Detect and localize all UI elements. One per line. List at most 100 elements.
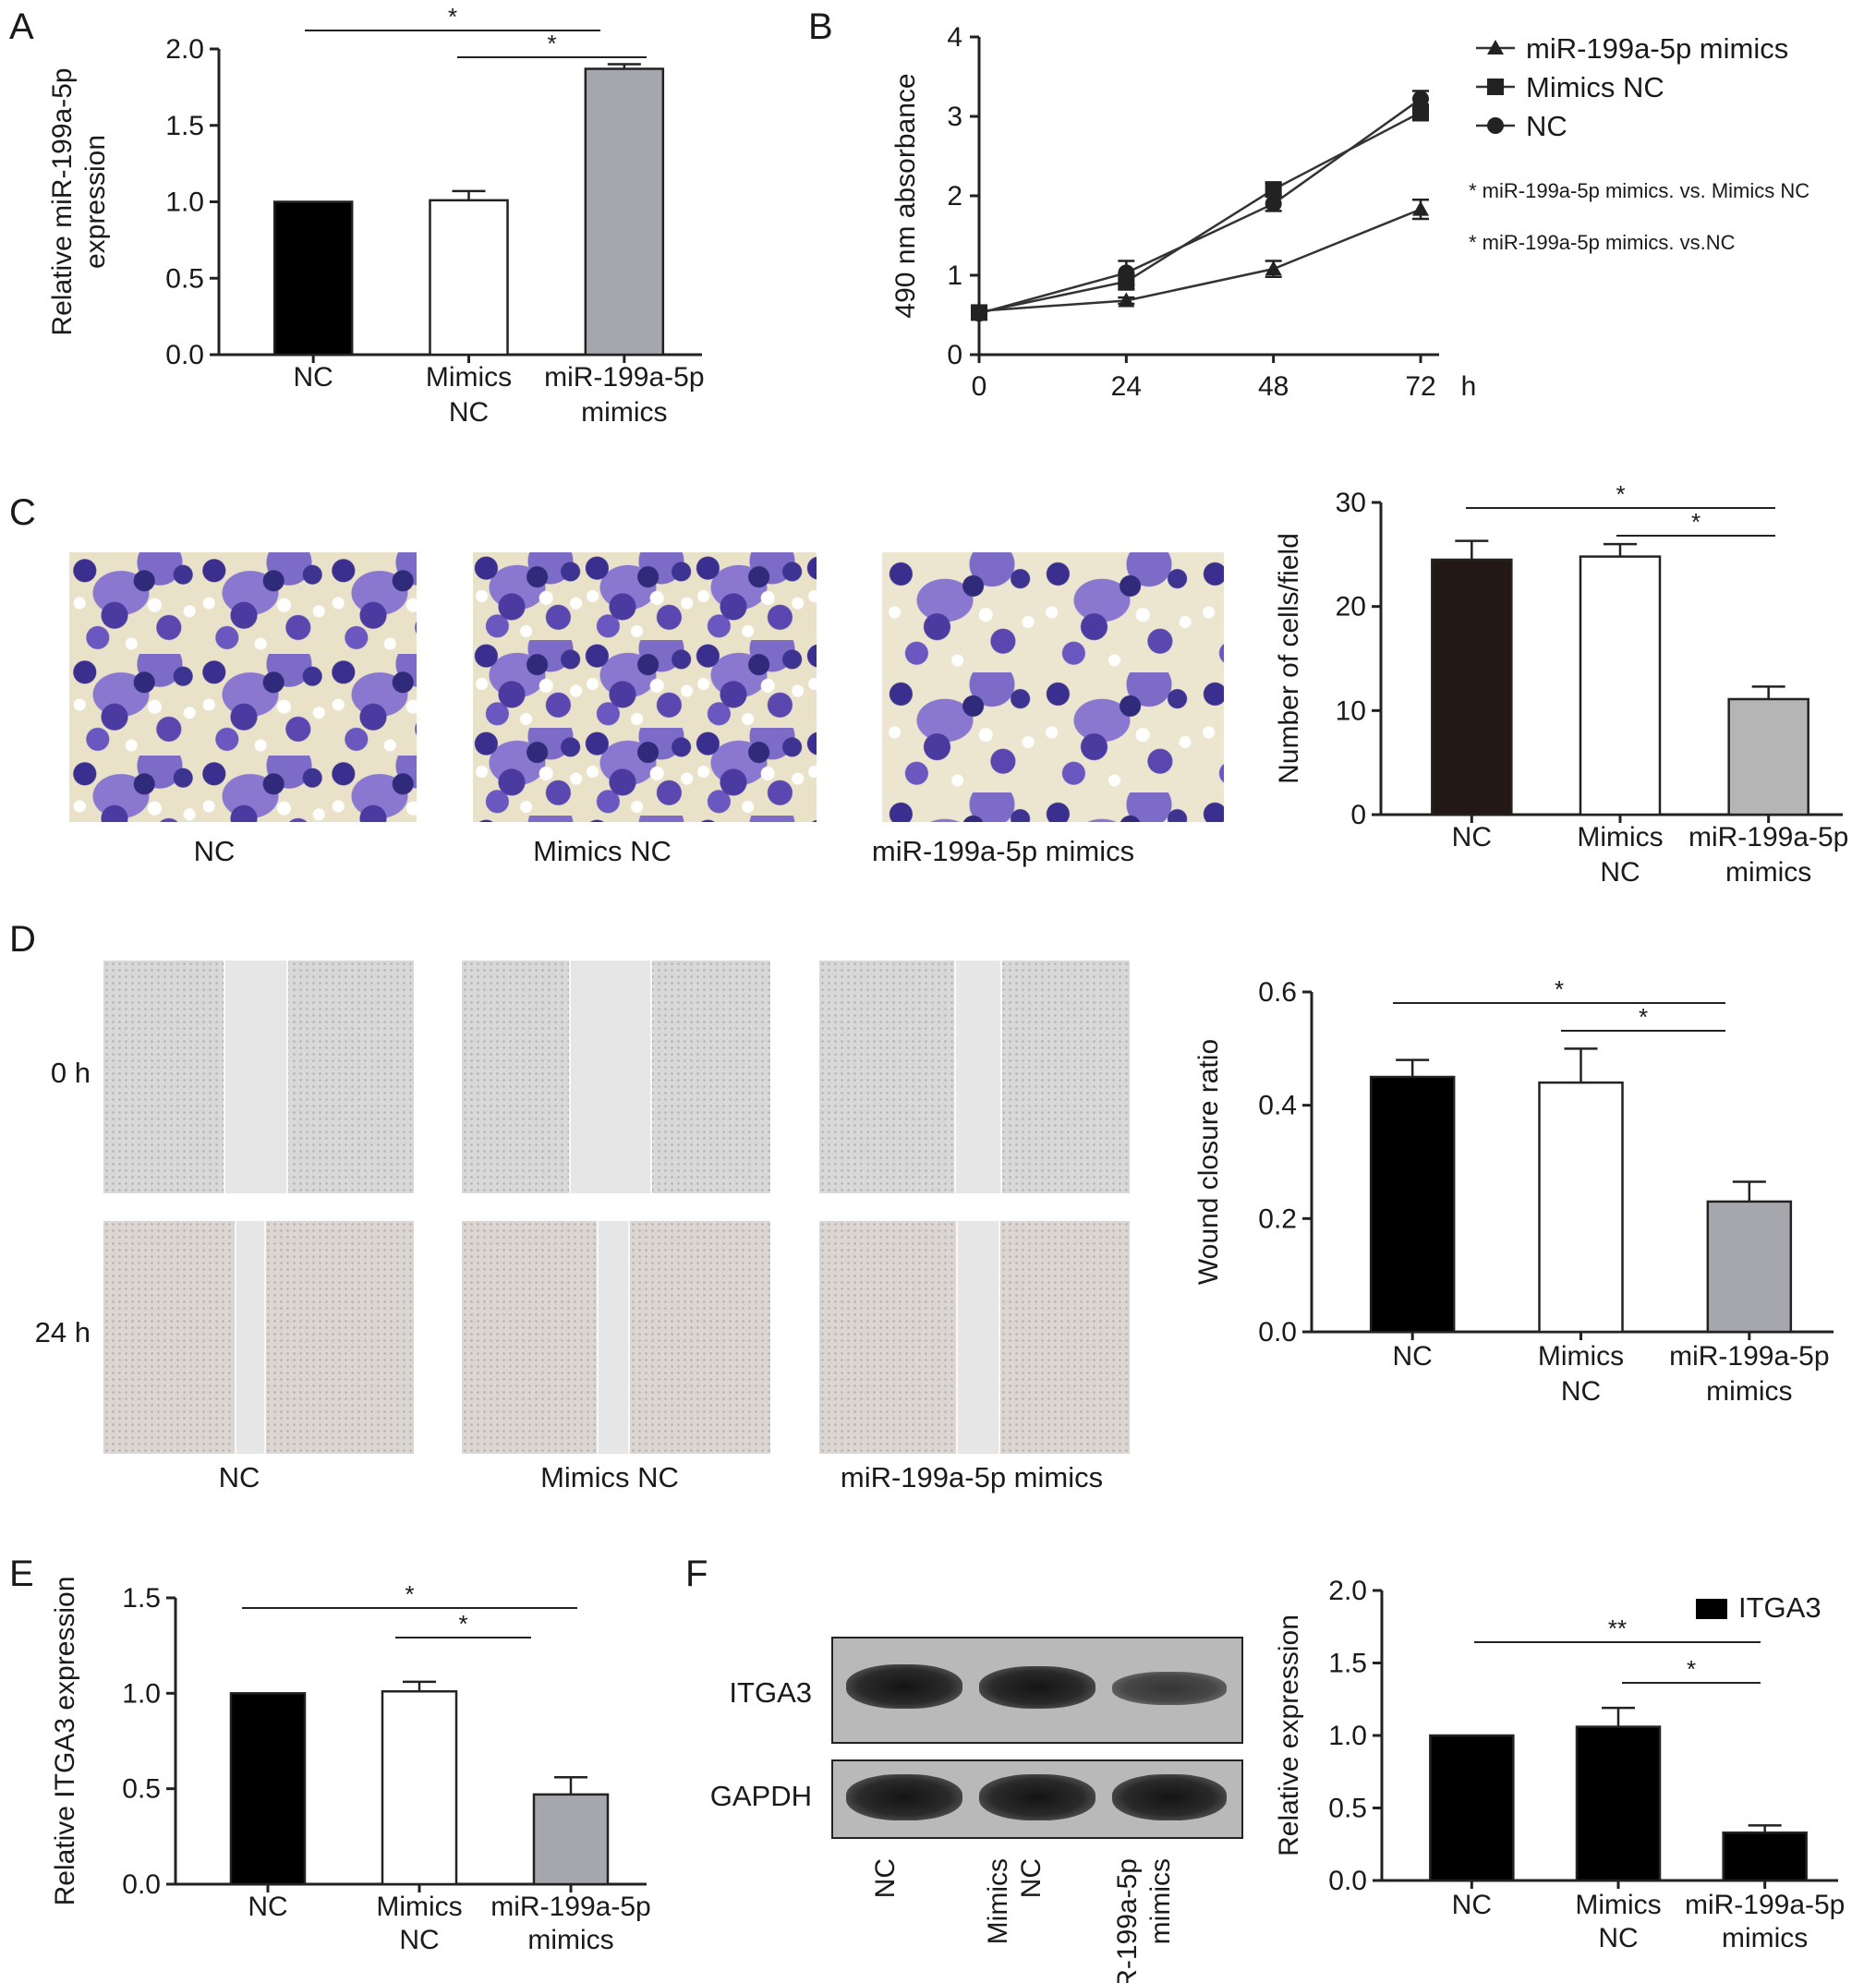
data-point-0-1 bbox=[1118, 292, 1135, 308]
blot-lane-label-mir-mimics: mimics bbox=[1145, 1858, 1176, 1944]
blot-band-itga3-mir-mimics bbox=[1112, 1672, 1227, 1705]
y-tick-label: 1 bbox=[947, 260, 962, 291]
western-blot-itga3 bbox=[831, 1637, 1243, 1744]
significance-label: * bbox=[1555, 975, 1564, 1003]
y-tick-label: 0.0 bbox=[1258, 1317, 1297, 1348]
significance-label: * bbox=[1691, 508, 1701, 536]
legend-label: miR-199a-5p mimics bbox=[1526, 32, 1788, 65]
bar-2 bbox=[1727, 697, 1809, 816]
x-tick-label: NC bbox=[1452, 822, 1492, 852]
wound-image-mir-mimics-24h bbox=[819, 1221, 1130, 1454]
y-tick-label: 0.5 bbox=[122, 1774, 161, 1805]
y-tick-label: 30 bbox=[1336, 488, 1366, 518]
panel-c-caption-mir-mimics: miR-199a-5p mimics bbox=[872, 835, 1134, 867]
panel-b-note-2: * miR-199a-5p mimics. vs.NC bbox=[1469, 231, 1736, 254]
x-tick-label: mimics bbox=[581, 397, 667, 428]
x-tick-label: Mimics bbox=[426, 362, 512, 393]
data-point-2-1 bbox=[1118, 264, 1135, 282]
significance-label: * bbox=[1616, 480, 1625, 508]
blot-lane-label-nc: NC bbox=[870, 1858, 901, 1898]
y-axis-label: Wound closure ratio bbox=[1193, 1039, 1224, 1285]
bar-0 bbox=[1431, 558, 1513, 816]
data-point-2-2 bbox=[1265, 195, 1282, 212]
significance-label: * bbox=[1639, 1003, 1648, 1031]
panel-c-caption-nc: NC bbox=[194, 835, 236, 867]
transwell-image-nc bbox=[69, 552, 417, 822]
x-tick-label: mimics bbox=[1725, 857, 1811, 888]
legend-marker bbox=[1487, 79, 1504, 95]
panel-d-row-label-0h: 0 h bbox=[51, 1057, 91, 1089]
x-tick-label: mimics bbox=[1706, 1376, 1792, 1407]
data-point-0-2 bbox=[1265, 260, 1282, 276]
y-tick-label: 2.0 bbox=[165, 34, 204, 65]
y-tick-label: 2.0 bbox=[1328, 1576, 1367, 1606]
blot-band-itga3-nc bbox=[846, 1664, 962, 1709]
significance-label: * bbox=[448, 3, 457, 30]
bar-0 bbox=[229, 1692, 307, 1886]
x-tick-label: miR-199a-5p bbox=[1688, 822, 1848, 852]
bar-1 bbox=[381, 1690, 458, 1886]
x-tick-label: NC bbox=[1452, 1890, 1492, 1920]
y-tick-label: 1.0 bbox=[165, 187, 204, 218]
panel-letter-c: C bbox=[9, 492, 36, 533]
x-tick-label: 24 bbox=[1111, 371, 1142, 402]
blot-row-label-itga3: ITGA3 bbox=[729, 1676, 812, 1709]
panel-b-note-1: * miR-199a-5p mimics. vs. Mimics NC bbox=[1469, 179, 1809, 202]
data-point-1-2 bbox=[1265, 181, 1282, 199]
x-tick-label: NC bbox=[399, 1925, 439, 1955]
blot-band-gapdh-nc bbox=[846, 1774, 962, 1820]
series-line-0 bbox=[978, 208, 1422, 312]
data-point-0-3 bbox=[1412, 200, 1429, 216]
x-tick-label: NC bbox=[1598, 1923, 1638, 1953]
legend-label: Mimics NC bbox=[1526, 71, 1664, 103]
y-axis-label: Relative ITGA3 expression bbox=[50, 1577, 80, 1906]
chart-c-cells-per-field: 0 10 20 30 Number of cells/field NC Mimics NC mi… bbox=[1274, 480, 1848, 888]
wound-image-mimics-nc-0h bbox=[462, 961, 770, 1193]
y-tick-label: 0 bbox=[1350, 800, 1366, 830]
y-tick-label: 3 bbox=[947, 102, 962, 132]
y-tick-label: 0.0 bbox=[122, 1869, 161, 1900]
blot-lane-label-mimics: Mimics bbox=[983, 1858, 1013, 1944]
wound-image-nc-0h bbox=[103, 961, 414, 1193]
x-tick-label: NC bbox=[248, 1892, 287, 1922]
bar-2 bbox=[532, 1793, 610, 1886]
significance-label: ** bbox=[1608, 1614, 1627, 1642]
x-tick-label: NC bbox=[1561, 1376, 1601, 1407]
significance-label: * bbox=[1687, 1655, 1696, 1683]
panel-letter-d: D bbox=[9, 919, 36, 960]
panel-letter-a: A bbox=[9, 6, 34, 47]
panel-d-caption-mimics-nc: Mimics NC bbox=[540, 1461, 679, 1493]
x-tick-label: 48 bbox=[1258, 371, 1289, 402]
x-tick-label: miR-199a-5p bbox=[490, 1892, 650, 1922]
panel-d-row-label-24h: 24 h bbox=[35, 1316, 91, 1348]
blot-band-gapdh-mimics-nc bbox=[979, 1774, 1095, 1820]
legend-label: NC bbox=[1526, 110, 1567, 142]
y-axis-label: Number of cells/field bbox=[1274, 533, 1304, 784]
y-axis-label: 490 nm absorbance bbox=[890, 73, 921, 318]
y-tick-label: 2 bbox=[947, 181, 962, 212]
y-tick-label: 0.6 bbox=[1258, 977, 1297, 1008]
x-tick-label: 72 bbox=[1405, 371, 1435, 402]
x-tick-label: miR-199a-5p bbox=[1685, 1890, 1845, 1920]
x-tick-label: NC bbox=[1392, 1341, 1432, 1372]
bar-2 bbox=[1706, 1200, 1793, 1334]
x-tick-label: NC bbox=[1600, 857, 1640, 888]
legend-swatch bbox=[1696, 1599, 1727, 1619]
chart-a-relative-mir-expression: 0.0 0.5 1.0 1.5 2.0 Relative miR-199a-5p expre… bbox=[47, 3, 705, 428]
blot-band-itga3-mimics-nc bbox=[979, 1666, 1095, 1709]
legend-marker bbox=[1487, 40, 1504, 54]
y-tick-label: 1.5 bbox=[1328, 1649, 1367, 1679]
data-point-1-3 bbox=[1412, 103, 1429, 121]
panel-letter-e: E bbox=[9, 1554, 34, 1594]
legend-label: ITGA3 bbox=[1738, 1591, 1822, 1624]
bar-2 bbox=[584, 67, 665, 357]
y-tick-label: 1.5 bbox=[122, 1583, 161, 1614]
y-tick-label: 0.5 bbox=[165, 263, 204, 294]
x-tick-label: mimics bbox=[1722, 1923, 1808, 1953]
x-tick-label: mimics bbox=[527, 1925, 613, 1955]
chart-b-absorbance-line: 0 1 2 3 4 0 24 48 72 h 490 nm absorbance miR-199a-5… bbox=[890, 22, 1788, 402]
y-tick-label: 0.5 bbox=[1328, 1794, 1367, 1824]
